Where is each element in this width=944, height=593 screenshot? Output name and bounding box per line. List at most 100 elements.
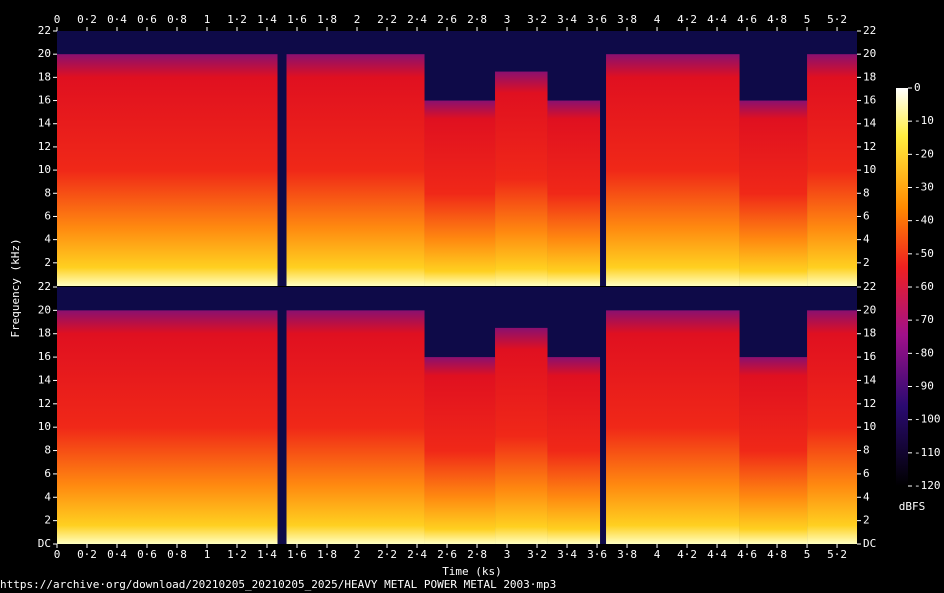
colorbar-tick-label: -60 <box>914 280 934 293</box>
spectrum-band <box>606 54 740 286</box>
x-tick-label: 4·2 <box>677 548 697 561</box>
x-tick-label: 3·2 <box>527 13 547 26</box>
y-tick-label: 4 <box>44 490 51 503</box>
y-tick-label: 12 <box>863 140 876 153</box>
x-tick-label: 5·2 <box>827 548 847 561</box>
x-tick-label: 2·2 <box>377 13 397 26</box>
spectrum-band <box>606 310 740 544</box>
x-tick-label: 4·8 <box>767 13 787 26</box>
y-tick-label: 22 <box>38 24 51 37</box>
x-tick-label: 4·4 <box>707 548 727 561</box>
y-tick-label: 16 <box>38 94 51 107</box>
y-tick-label: 12 <box>38 397 51 410</box>
x-tick-label: 4·8 <box>767 548 787 561</box>
x-tick-label: 1·6 <box>287 13 307 26</box>
x-tick-label: 2·8 <box>467 13 487 26</box>
x-tick-label: 4·6 <box>737 548 757 561</box>
spectrum-band <box>57 310 278 544</box>
y-tick-label: 18 <box>863 70 876 83</box>
y-tick-label: 10 <box>38 163 51 176</box>
spectrum-band <box>739 357 808 544</box>
spectrum-band <box>807 310 857 544</box>
colorbar-tick-label: -30 <box>914 181 934 194</box>
y-tick-label: 16 <box>863 350 876 363</box>
x-tick-label: 4·4 <box>707 13 727 26</box>
x-tick-label: 4·2 <box>677 13 697 26</box>
spectrum-band <box>424 100 496 286</box>
x-axis-label: Time (ks) <box>442 565 502 578</box>
x-tick-label: 0 <box>54 13 61 26</box>
y-tick-label: 18 <box>38 70 51 83</box>
colorbar-tick-label: -50 <box>914 247 934 260</box>
y-tick-label: 8 <box>863 186 870 199</box>
y-tick-label: 14 <box>38 117 52 130</box>
colorbar-tick-label: -120 <box>914 479 941 492</box>
colorbar-tick-label: 0 <box>914 81 921 94</box>
y-tick-label: 20 <box>38 303 51 316</box>
y-tick-label: 4 <box>863 233 870 246</box>
y-tick-label: 2 <box>44 514 51 527</box>
colorbar-tick-label: -40 <box>914 214 934 227</box>
source-url: https://archive·org/download/20210205_20… <box>0 578 556 591</box>
x-tick-label: 1 <box>204 13 211 26</box>
x-tick-label: 1·2 <box>227 13 247 26</box>
x-tick-label: 3·6 <box>587 548 607 561</box>
colorbar-tick-label: -110 <box>914 446 941 459</box>
x-tick-label: 0·6 <box>137 13 157 26</box>
y-tick-label: 18 <box>863 327 876 340</box>
y-tick-label: 4 <box>44 233 51 246</box>
y-axis-label: Frequency (kHz) <box>9 238 22 337</box>
y-tick-label: 2 <box>44 256 51 269</box>
x-tick-label: 1·6 <box>287 548 307 561</box>
y-tick-label: 22 <box>863 280 876 293</box>
y-tick-label: 14 <box>863 373 877 386</box>
x-tick-label: 4 <box>654 548 661 561</box>
colorbar-tick-label: -100 <box>914 413 941 426</box>
x-tick-label: 0·4 <box>107 548 127 561</box>
colorbar-tick-label: -90 <box>914 380 934 393</box>
x-tick-label: 3·8 <box>617 13 637 26</box>
y-tick-label: 8 <box>863 444 870 457</box>
spectrum-band <box>547 357 601 544</box>
spectrum-band <box>807 54 857 286</box>
spectrum-band <box>286 54 425 286</box>
x-tick-label: 0·2 <box>77 13 97 26</box>
y-tick-label: 22 <box>38 280 51 293</box>
x-tick-label: 1·8 <box>317 13 337 26</box>
y-tick-label: 12 <box>863 397 876 410</box>
colorbar-tick-label: -10 <box>914 114 934 127</box>
spectrum-band <box>495 327 548 544</box>
x-tick-label: 5 <box>804 548 811 561</box>
y-tick-label: 2 <box>863 256 870 269</box>
x-tick-label: 2 <box>354 548 361 561</box>
x-tick-label: 3·2 <box>527 548 547 561</box>
y-tick-label: 6 <box>44 209 51 222</box>
x-tick-label: 2·8 <box>467 548 487 561</box>
colorbar-tick-label: -70 <box>914 313 934 326</box>
y-tick-label: 12 <box>38 140 51 153</box>
x-tick-label: 3 <box>504 13 511 26</box>
y-tick-label: 8 <box>44 444 51 457</box>
x-tick-label: 0·8 <box>167 548 187 561</box>
x-tick-label: 2·4 <box>407 13 427 26</box>
y-tick-label: 20 <box>863 303 876 316</box>
spectrum-band <box>424 357 496 544</box>
x-tick-label: 2·6 <box>437 13 457 26</box>
y-tick-label: 4 <box>863 490 870 503</box>
x-tick-label: 0·8 <box>167 13 187 26</box>
y-tick-label: 10 <box>863 420 876 433</box>
spectrum-band <box>739 100 808 286</box>
y-tick-label: 6 <box>863 209 870 222</box>
x-tick-label: 3 <box>504 548 511 561</box>
y-tick-label: 14 <box>38 373 52 386</box>
x-tick-label: 1 <box>204 548 211 561</box>
colorbar-tick-label: -80 <box>914 346 934 359</box>
y-tick-label: 6 <box>863 467 870 480</box>
colorbar <box>896 88 908 486</box>
y-tick-label: 20 <box>863 47 876 60</box>
y-tick-label: 10 <box>863 163 876 176</box>
y-tick-label: 2 <box>863 514 870 527</box>
colorbar-tick-label: -20 <box>914 147 934 160</box>
x-tick-label: 1·4 <box>257 548 277 561</box>
